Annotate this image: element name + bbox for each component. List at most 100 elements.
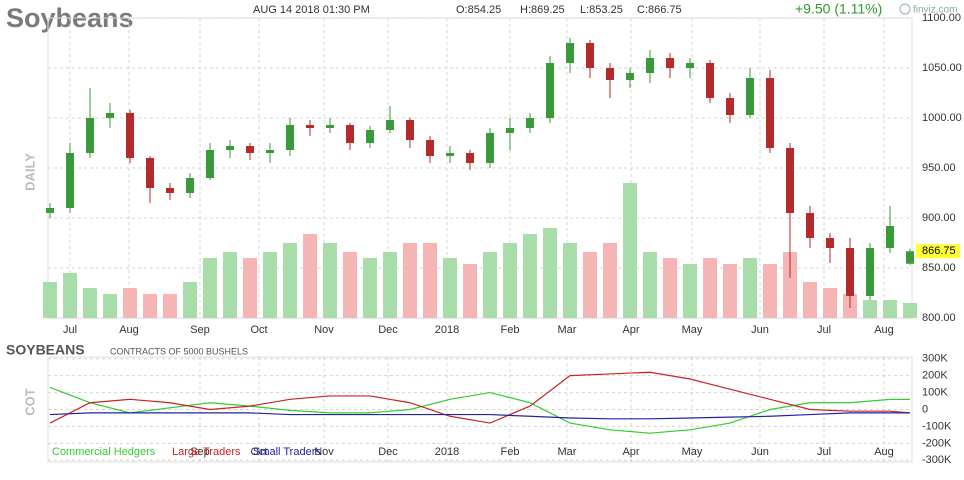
- x-tick-label: Sep: [190, 446, 210, 458]
- last-price-badge: [916, 244, 960, 259]
- legend-entry: Commercial Hedgers: [52, 446, 156, 458]
- candle-body: [506, 128, 514, 133]
- volume-bar: [723, 264, 737, 318]
- candle-body: [166, 188, 174, 193]
- volume-bar: [463, 264, 477, 318]
- y-tick-label: 200K: [922, 370, 948, 382]
- high-label: H:869.25: [520, 4, 565, 16]
- x-tick-label: 2018: [435, 324, 459, 336]
- volume-bar: [103, 294, 117, 318]
- x-tick-label: Apr: [622, 324, 639, 336]
- x-tick-label: Mar: [558, 324, 577, 336]
- candle-body: [666, 58, 674, 68]
- candle-body: [646, 58, 654, 73]
- close-label: C:866.75: [637, 4, 682, 16]
- volume-bar: [63, 273, 77, 318]
- volume-bar: [583, 252, 597, 318]
- cot-title: SOYBEANS: [6, 342, 85, 358]
- candle-body: [366, 130, 374, 143]
- candle-body: [106, 113, 114, 118]
- x-tick-label: 2018: [435, 446, 459, 458]
- legend-entry: Large Traders: [172, 446, 241, 458]
- source[interactable]: finviz.com: [913, 5, 957, 16]
- volume-bar: [783, 252, 797, 318]
- candle-body: [126, 113, 134, 158]
- x-tick-label: Nov: [314, 324, 334, 336]
- y-axis-title: DAILY: [22, 153, 37, 191]
- volume-bar: [803, 282, 817, 318]
- candle-body: [486, 133, 494, 163]
- y-tick-label: 100K: [922, 386, 948, 398]
- x-tick-label: Jul: [817, 446, 831, 458]
- volume-bar: [383, 252, 397, 318]
- x-tick-label: May: [682, 324, 703, 336]
- x-tick-label: Dec: [378, 446, 398, 458]
- x-tick-label: Dec: [378, 324, 398, 336]
- volume-bar: [543, 228, 557, 318]
- candle-body: [386, 120, 394, 130]
- volume-bar: [263, 252, 277, 318]
- low-label: L:853.25: [580, 4, 623, 16]
- candle-body: [426, 140, 434, 156]
- candle-body: [586, 43, 594, 68]
- candle-body: [226, 146, 234, 150]
- candle-body: [826, 238, 834, 248]
- candle-body: [886, 226, 894, 248]
- x-tick-label: Mar: [558, 446, 577, 458]
- y-tick-label: 1100.00: [922, 12, 961, 24]
- volume-bar: [823, 288, 837, 318]
- volume-bar: [363, 258, 377, 318]
- y-tick-label: 1000.00: [922, 112, 962, 124]
- legend-entry: Small Traders: [253, 446, 321, 458]
- candle-body: [46, 208, 54, 213]
- series-line: [49, 386, 910, 434]
- candle-body: [86, 118, 94, 153]
- x-tick-label: Feb: [501, 324, 520, 336]
- volume-bar: [603, 243, 617, 318]
- x-tick-label: Aug: [874, 446, 894, 458]
- volume-bar: [903, 303, 917, 318]
- volume-bar: [303, 234, 317, 318]
- volume-bar: [243, 258, 257, 318]
- x-tick-label: May: [682, 446, 703, 458]
- y-tick-label: 300K: [922, 353, 948, 365]
- candle-body: [726, 98, 734, 115]
- candle-body: [546, 63, 554, 118]
- volume-bar: [863, 300, 877, 318]
- y-tick-label: 950.00: [922, 162, 956, 174]
- x-tick-label: Oct: [250, 324, 267, 336]
- volume-bar: [43, 282, 57, 318]
- volume-bar: [323, 243, 337, 318]
- x-tick-label: Oct: [250, 446, 267, 458]
- y-tick-label: 0: [922, 403, 928, 415]
- y-tick-label: 850.00: [922, 262, 956, 274]
- last-price-label: 866.75: [922, 245, 956, 257]
- candle-body: [626, 73, 634, 80]
- candle-body: [346, 125, 354, 143]
- volume-bar: [883, 300, 897, 318]
- x-tick-label: Aug: [119, 324, 139, 336]
- x-tick-label: Feb: [501, 446, 520, 458]
- candle-body: [866, 248, 874, 296]
- candle-body: [906, 251, 914, 264]
- volume-bar: [683, 264, 697, 318]
- volume-bar: [343, 252, 357, 318]
- volume-bar: [283, 243, 297, 318]
- volume-bar: [503, 243, 517, 318]
- volume-bar: [403, 243, 417, 318]
- x-tick-label: Aug: [874, 324, 894, 336]
- candle-body: [706, 63, 714, 98]
- candle-body: [306, 125, 314, 128]
- volume-bar: [443, 258, 457, 318]
- candle-body: [786, 148, 794, 213]
- cot-subtitle: CONTRACTS OF 5000 BUSHELS: [110, 346, 248, 356]
- series-line: [49, 412, 910, 420]
- candle-body: [446, 153, 454, 156]
- x-tick-label: Jul: [817, 324, 831, 336]
- x-tick-label: Nov: [314, 446, 334, 458]
- open-label: O:854.25: [456, 4, 501, 16]
- volume-bar: [483, 252, 497, 318]
- candle-body: [806, 213, 814, 238]
